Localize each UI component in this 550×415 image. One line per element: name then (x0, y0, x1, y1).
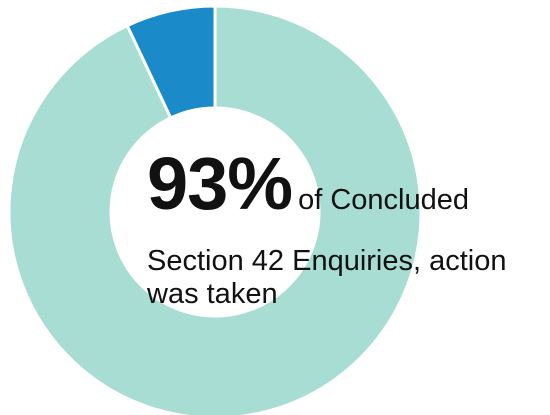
donut-slice-0 (7, 4, 423, 415)
donut-slice-1 (125, 4, 217, 120)
caption-text-line1: of Concluded (298, 184, 470, 216)
caption-text-rest: Section 42 Enquiries, action was taken (147, 245, 507, 310)
chart-caption: 93% of Concluded Section 42 Enquiries, ac… (147, 144, 547, 311)
percentage-value: 93% (147, 142, 293, 225)
caption-first-line: 93% of Concluded (147, 144, 547, 245)
